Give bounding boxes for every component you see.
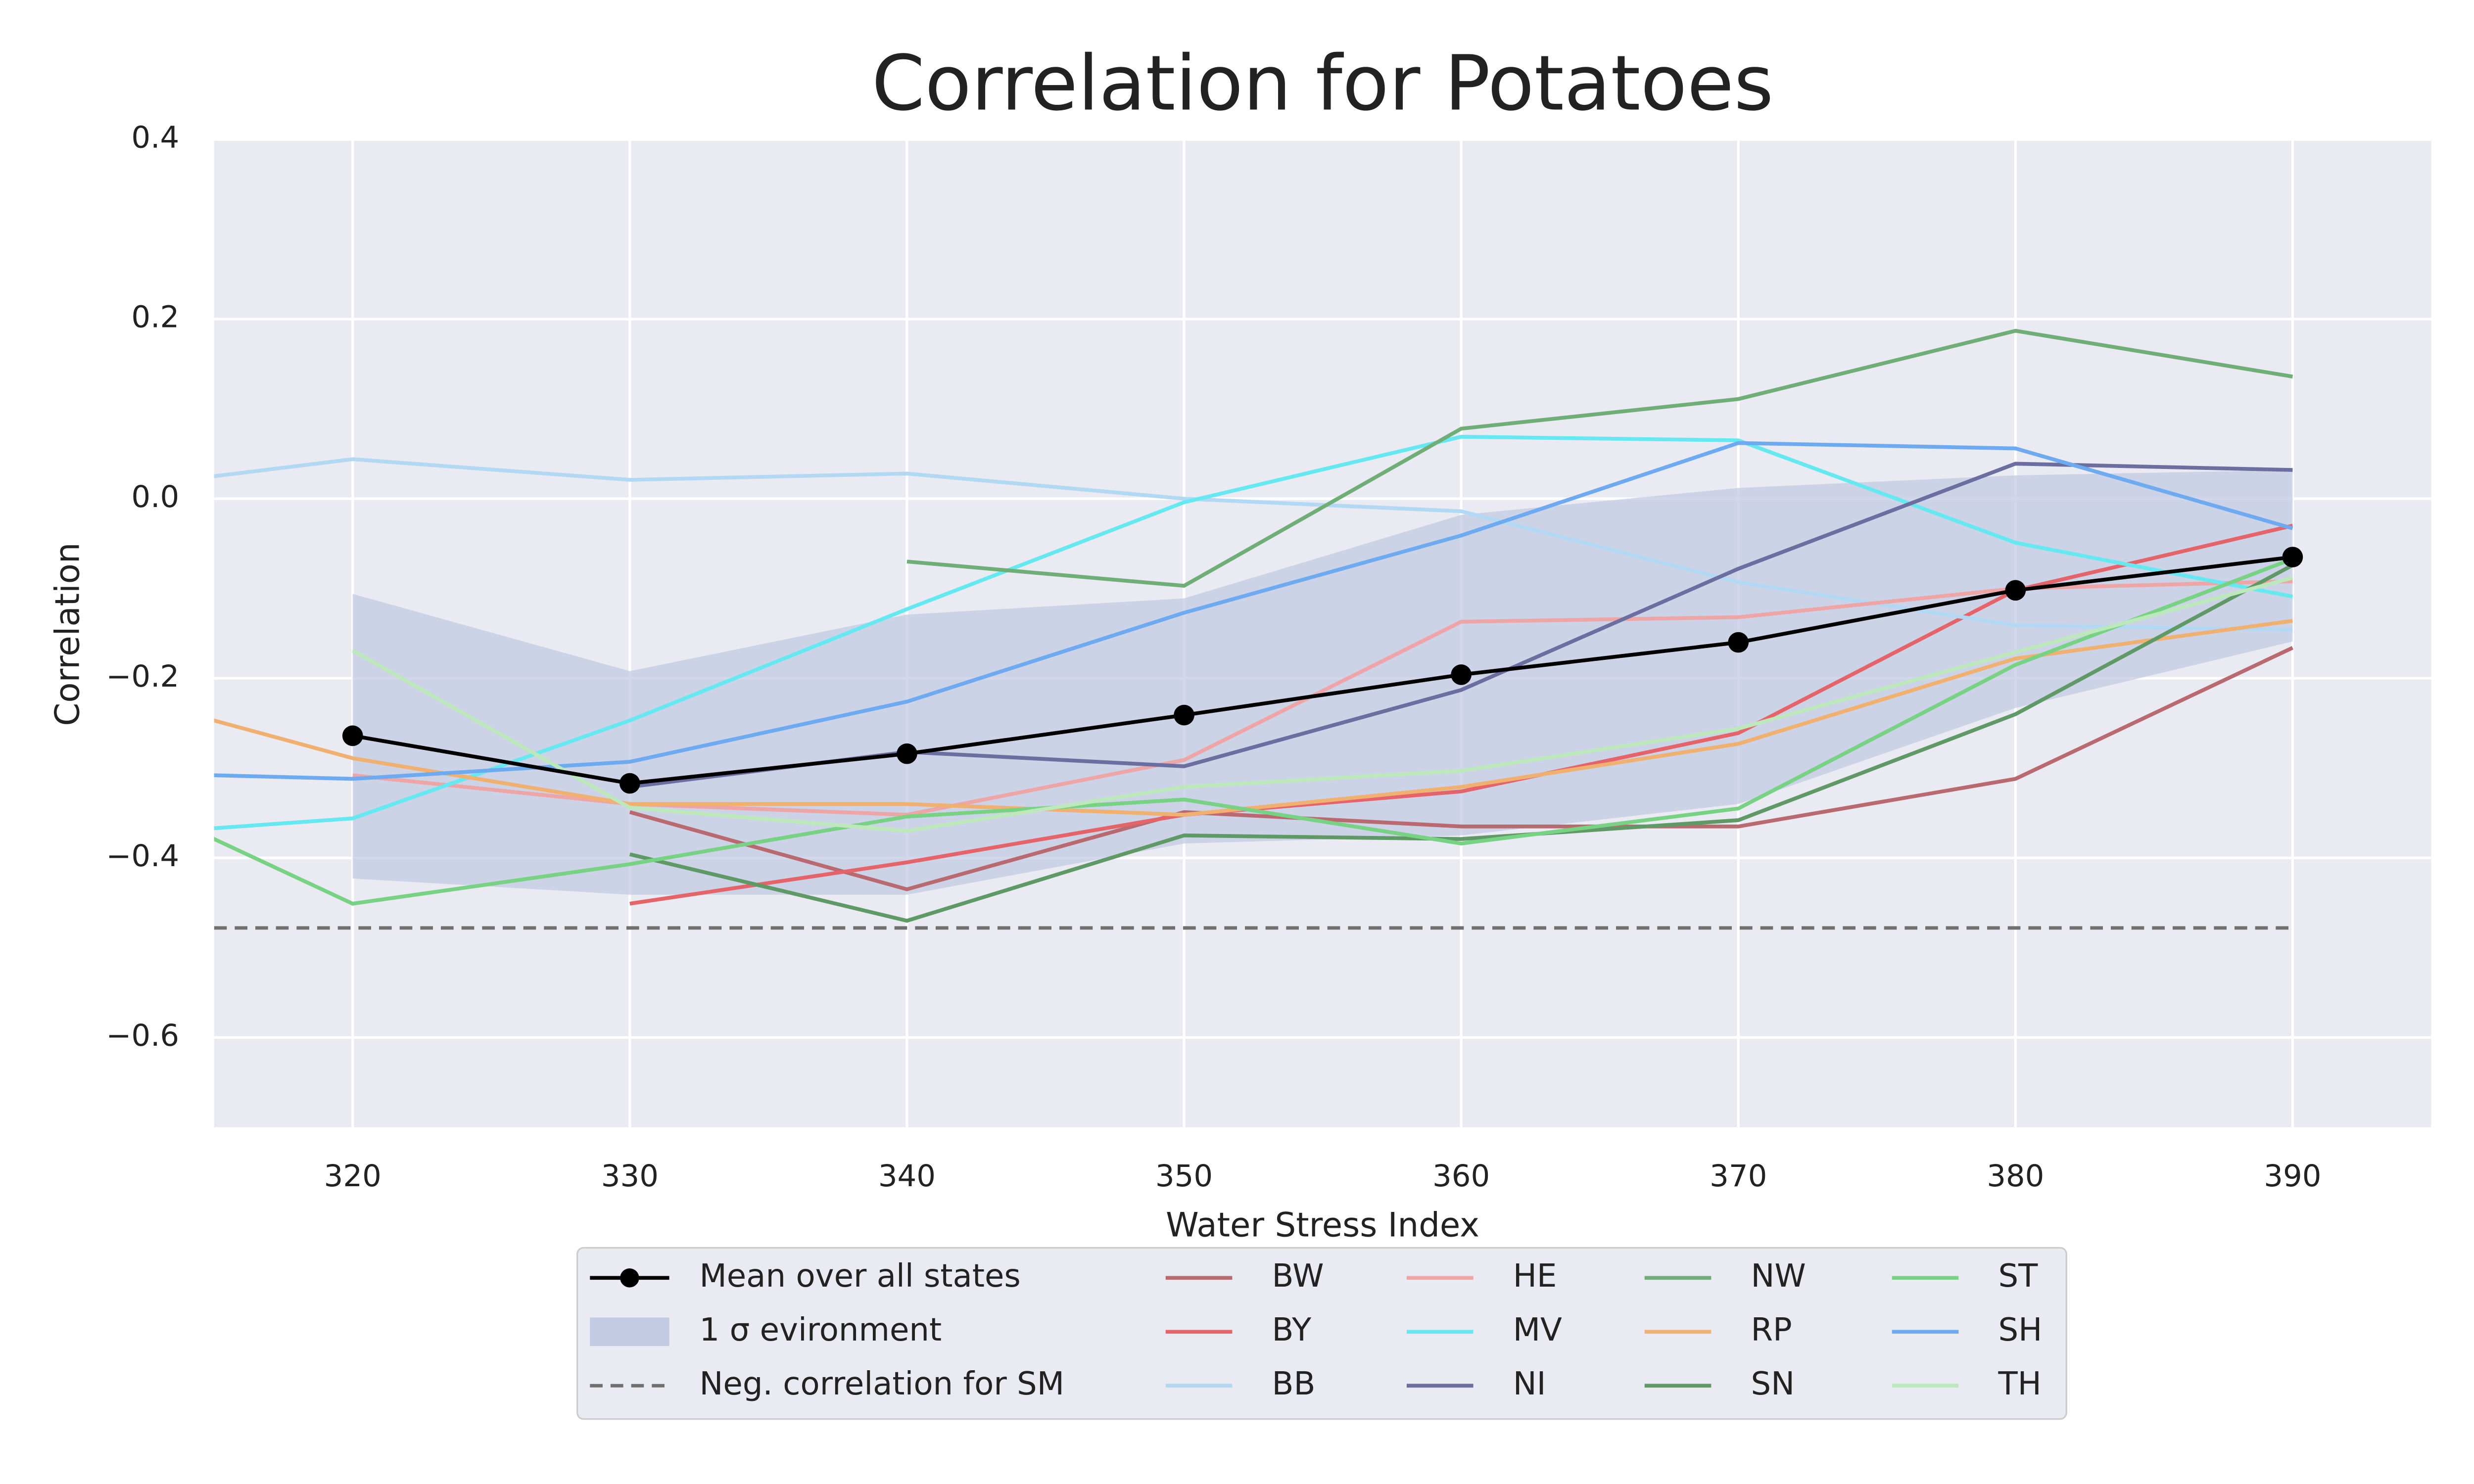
series-line [214, 557, 2293, 906]
y-tick-label: −0.2 [106, 659, 179, 694]
x-tick-label: 360 [1432, 1159, 1490, 1194]
series-line [629, 563, 2294, 923]
y-tick-label: 0.0 [131, 479, 179, 514]
x-axis-label: Water Stress Index [1166, 1206, 1479, 1244]
mean-marker [619, 773, 640, 794]
legend-label: BW [1272, 1258, 1324, 1295]
legend-label: BB [1272, 1366, 1316, 1402]
legend-label: TH [1998, 1366, 2041, 1402]
legend-label: BY [1272, 1312, 1312, 1348]
plot [214, 328, 2303, 930]
legend-box [576, 1247, 2067, 1420]
series-line [214, 435, 2293, 831]
mean-marker [1174, 704, 1194, 726]
legend-label: HE [1513, 1258, 1557, 1295]
legend-label: SN [1751, 1366, 1795, 1402]
legend-label: MV [1513, 1312, 1562, 1348]
mean-marker [897, 743, 917, 764]
chart-title: Correlation for Potatoes [872, 39, 1774, 128]
y-tick-label: 0.4 [131, 120, 179, 155]
y-axis-label: Correlation [48, 543, 87, 726]
mean-marker [342, 725, 363, 746]
sigma-band [352, 470, 2293, 895]
y-tick-label: 0.2 [131, 300, 179, 335]
legend-label: NW [1751, 1258, 1806, 1295]
legend-label: RP [1751, 1312, 1792, 1348]
legend-swatch [620, 1268, 639, 1288]
x-tick-label: 370 [1710, 1159, 1767, 1194]
x-tick-label: 350 [1155, 1159, 1213, 1194]
series-line [351, 576, 2293, 833]
x-tick-label: 380 [1987, 1159, 2044, 1194]
series-line [906, 328, 2293, 588]
legend-label: Neg. correlation for SM [699, 1366, 1064, 1402]
mean-marker [1728, 632, 1749, 653]
mean-marker [2005, 580, 2026, 601]
series-line [214, 441, 2293, 781]
mean-line [352, 555, 2293, 786]
series-line [214, 457, 2293, 632]
y-tick-label: −0.4 [106, 838, 179, 874]
mean-marker [1451, 664, 1472, 685]
x-tick-label: 330 [601, 1159, 659, 1194]
x-tick-label: 390 [2264, 1159, 2321, 1194]
x-tick-label: 320 [324, 1159, 381, 1194]
legend-label: NI [1513, 1366, 1546, 1402]
y-tick-label: −0.6 [106, 1018, 179, 1053]
legend: Mean over all states 1 σ evironment Neg. c… [590, 1258, 2042, 1402]
mean-marker [2282, 547, 2303, 567]
legend-label: Mean over all states [699, 1258, 1020, 1295]
legend-label: SH [1998, 1312, 2042, 1348]
ticks: −0.6 −0.4 −0.2 0.0 0.2 0.4 320 330 340 350 360 370 3… [106, 120, 2321, 1194]
x-tick-label: 340 [878, 1159, 936, 1194]
legend-label: ST [1998, 1258, 2038, 1295]
series-line [629, 646, 2294, 891]
legend-swatch [590, 1317, 669, 1346]
legend-label: 1 σ evironment [699, 1312, 942, 1348]
